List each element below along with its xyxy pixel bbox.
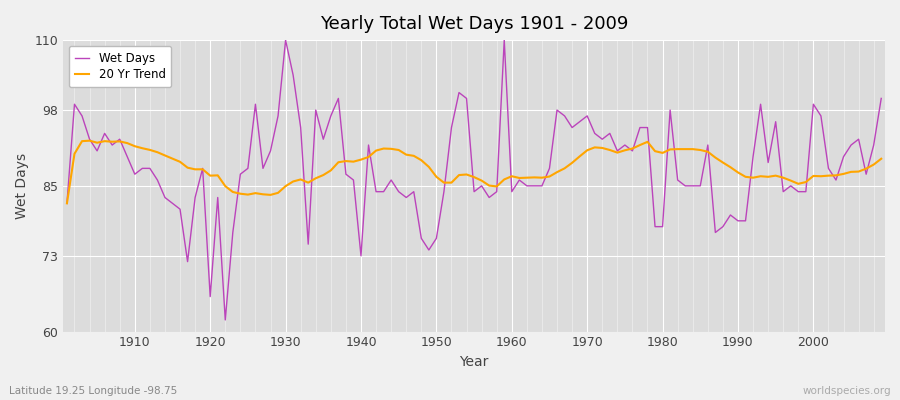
Wet Days xyxy=(220,318,230,322)
Wet Days xyxy=(612,148,623,153)
Wet Days xyxy=(61,201,72,206)
Wet Days xyxy=(348,178,359,182)
Wet Days xyxy=(521,184,532,188)
Wet Days xyxy=(122,154,132,159)
20 Yr Trend xyxy=(61,201,72,206)
20 Yr Trend xyxy=(507,174,517,179)
20 Yr Trend xyxy=(514,176,525,180)
20 Yr Trend xyxy=(85,138,95,143)
Wet Days xyxy=(876,96,886,101)
Title: Yearly Total Wet Days 1901 - 2009: Yearly Total Wet Days 1901 - 2009 xyxy=(320,15,628,33)
X-axis label: Year: Year xyxy=(459,355,489,369)
Text: worldspecies.org: worldspecies.org xyxy=(803,386,891,396)
20 Yr Trend xyxy=(876,156,886,161)
Y-axis label: Wet Days: Wet Days xyxy=(15,153,29,219)
20 Yr Trend xyxy=(605,148,616,152)
Wet Days xyxy=(280,38,291,42)
20 Yr Trend xyxy=(295,177,306,182)
Line: Wet Days: Wet Days xyxy=(67,40,881,320)
20 Yr Trend xyxy=(340,159,351,164)
Wet Days xyxy=(514,178,525,182)
Wet Days xyxy=(302,242,313,246)
Line: 20 Yr Trend: 20 Yr Trend xyxy=(67,141,881,203)
Text: Latitude 19.25 Longitude -98.75: Latitude 19.25 Longitude -98.75 xyxy=(9,386,177,396)
20 Yr Trend xyxy=(130,144,140,149)
Legend: Wet Days, 20 Yr Trend: Wet Days, 20 Yr Trend xyxy=(69,46,172,87)
